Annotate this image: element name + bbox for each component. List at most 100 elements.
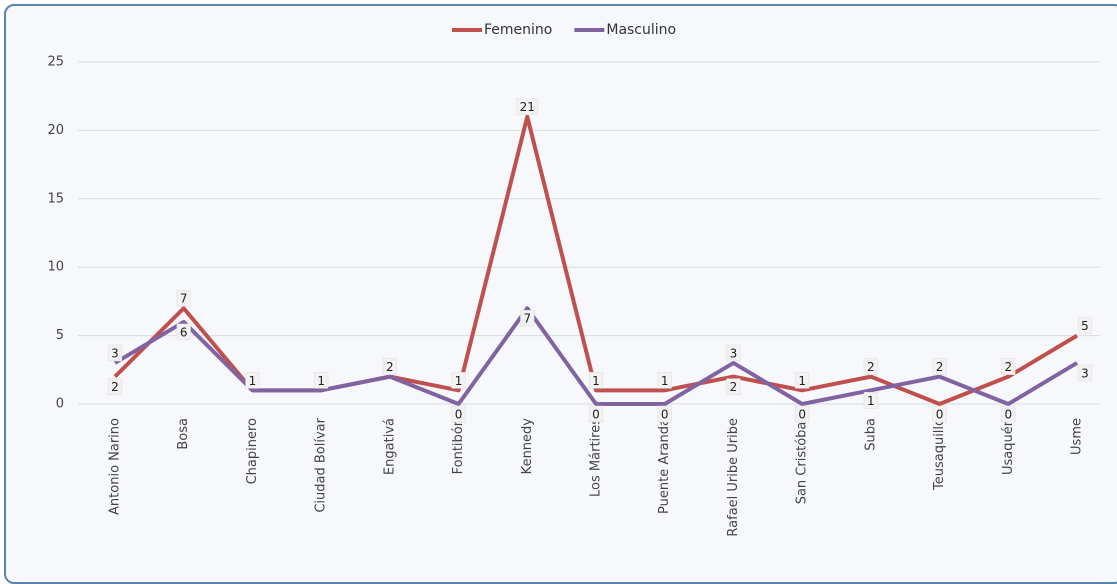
data-label: 5 bbox=[1081, 319, 1089, 333]
data-label-bg bbox=[1001, 358, 1016, 375]
data-label-group: 3 bbox=[1077, 364, 1093, 382]
data-label-bg bbox=[1001, 405, 1016, 423]
x-tick-label: Antonio Narino bbox=[108, 418, 123, 515]
data-label-group: 3 bbox=[107, 344, 123, 362]
data-label-bg bbox=[107, 344, 123, 362]
data-label: 1 bbox=[592, 374, 600, 388]
data-label: 1 bbox=[867, 394, 875, 408]
data-label-bg bbox=[451, 372, 466, 389]
data-label: 6 bbox=[180, 325, 188, 339]
data-label-bg bbox=[863, 392, 878, 409]
data-label: 2 bbox=[867, 360, 875, 374]
data-label-group: 2 bbox=[107, 378, 123, 395]
data-label-bg bbox=[1077, 317, 1093, 334]
data-label: 7 bbox=[523, 312, 531, 326]
data-label: 1 bbox=[661, 374, 669, 388]
data-label: 0 bbox=[661, 408, 669, 422]
data-label-group: 1 bbox=[657, 372, 672, 389]
data-label-group: 0 bbox=[932, 405, 947, 423]
data-label-group: 1 bbox=[795, 372, 810, 389]
y-tick-label: 25 bbox=[47, 55, 64, 70]
data-label-group: 21 bbox=[516, 98, 539, 115]
x-tick-label: Los Mártires bbox=[589, 418, 604, 497]
data-label: 1 bbox=[455, 374, 463, 388]
data-label-bg bbox=[176, 289, 191, 307]
data-label: 3 bbox=[730, 346, 738, 360]
data-label-group: 1 bbox=[245, 372, 260, 389]
data-label-group: 3 bbox=[726, 344, 741, 362]
series-line bbox=[113, 306, 1079, 406]
legend-label: Femenino bbox=[484, 22, 552, 38]
x-tick-label: Kennedy bbox=[520, 418, 535, 475]
data-label-group: 0 bbox=[451, 405, 466, 423]
data-label-bg bbox=[451, 405, 466, 423]
data-label-bg bbox=[657, 405, 672, 423]
x-tick-label: Usaquén bbox=[1001, 418, 1016, 475]
data-label-bg bbox=[726, 378, 741, 395]
data-label-bg bbox=[588, 405, 604, 423]
data-label-bg bbox=[932, 405, 947, 423]
data-label-bg bbox=[107, 378, 123, 395]
data-label-group: 0 bbox=[657, 405, 672, 423]
data-label: 0 bbox=[592, 408, 600, 422]
data-label-bg bbox=[516, 98, 539, 115]
data-label-bg bbox=[726, 344, 741, 362]
data-label-group: 0 bbox=[588, 405, 604, 423]
data-label-bg bbox=[176, 323, 191, 341]
x-tick-label: Ciudad Bolívar bbox=[314, 417, 329, 512]
data-label-group: 5 bbox=[1077, 317, 1093, 334]
data-label: 1 bbox=[317, 374, 325, 388]
x-tick-label: Bosa bbox=[176, 418, 191, 450]
data-label-group: 0 bbox=[795, 405, 810, 423]
data-label-bg bbox=[795, 405, 810, 423]
data-label-group: 2 bbox=[1001, 358, 1016, 375]
x-tick-label: Rafael Uribe Uribe bbox=[726, 418, 741, 537]
x-tick-label: Puente Aranda bbox=[657, 418, 672, 514]
x-tick-label: Fontibón bbox=[451, 418, 466, 474]
data-label-group: 7 bbox=[520, 309, 535, 327]
data-label-bg bbox=[657, 372, 672, 389]
data-label-group: 1 bbox=[588, 372, 604, 389]
data-label-group: 2 bbox=[863, 358, 878, 375]
data-label: 21 bbox=[520, 100, 535, 114]
data-label-bg bbox=[382, 358, 397, 375]
data-label-group: 1 bbox=[451, 372, 466, 389]
data-label: 2 bbox=[386, 360, 394, 374]
y-tick-label: 10 bbox=[47, 260, 64, 275]
data-label-bg bbox=[245, 372, 260, 389]
data-label: 3 bbox=[111, 346, 119, 360]
data-label-bg bbox=[314, 372, 329, 389]
data-label-group: 6 bbox=[176, 323, 191, 341]
x-tick-label: Suba bbox=[863, 418, 878, 451]
x-tick-label: Teusaquillo bbox=[932, 418, 947, 491]
data-label: 1 bbox=[798, 374, 806, 388]
y-tick-label: 15 bbox=[47, 191, 64, 206]
data-label-bg bbox=[588, 372, 604, 389]
data-label-bg bbox=[1077, 364, 1093, 382]
data-label-group: 2 bbox=[932, 358, 947, 375]
y-tick-label: 0 bbox=[56, 397, 64, 412]
data-label-group: 2 bbox=[382, 358, 397, 375]
data-label: 2 bbox=[1004, 360, 1012, 374]
data-label-bg bbox=[520, 309, 535, 327]
legend-label: Masculino bbox=[606, 22, 676, 38]
y-tick-label: 5 bbox=[56, 328, 64, 343]
x-tick-label: Chapinero bbox=[245, 418, 260, 484]
data-label: 3 bbox=[1081, 366, 1089, 380]
data-label: 7 bbox=[180, 292, 188, 306]
data-label: 2 bbox=[730, 380, 738, 394]
data-label-group: 7 bbox=[176, 289, 191, 307]
data-label-group: 0 bbox=[1001, 405, 1016, 423]
data-label: 2 bbox=[936, 360, 944, 374]
data-label: 0 bbox=[798, 408, 806, 422]
x-tick-label: San Cristóbal bbox=[795, 418, 810, 504]
data-label-bg bbox=[932, 358, 947, 375]
data-label-group: 2 bbox=[726, 378, 741, 395]
y-tick-label: 20 bbox=[47, 123, 64, 138]
x-tick-label: Usme bbox=[1070, 418, 1085, 455]
data-label: 1 bbox=[249, 374, 257, 388]
data-label-group: 1 bbox=[314, 372, 329, 389]
data-label: 0 bbox=[936, 408, 944, 422]
